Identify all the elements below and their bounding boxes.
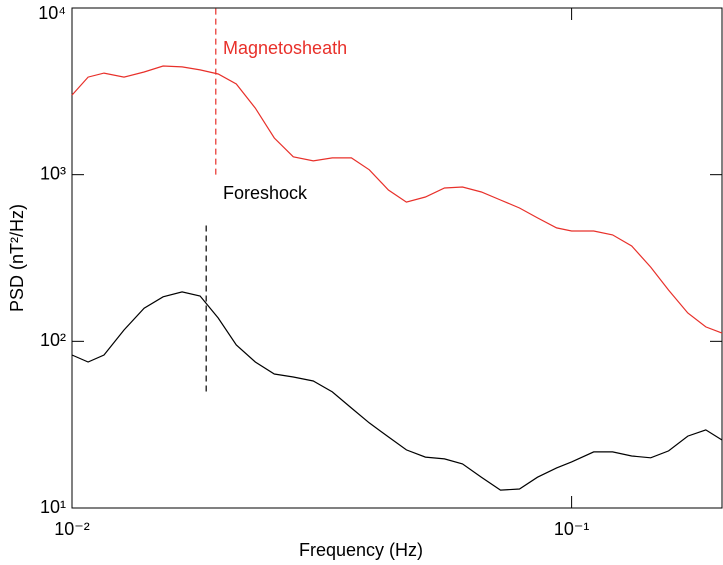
y-axis-label: PSD (nT²/Hz): [7, 204, 27, 312]
series-line: [71, 291, 723, 491]
series-line: [71, 65, 723, 334]
y-tick-label: 10²: [40, 330, 66, 350]
x-tick-label: 10⁻²: [54, 519, 90, 539]
y-tick-label: 10⁴: [38, 3, 66, 23]
y-tick-label: 10¹: [40, 497, 66, 517]
y-tick-label: 10³: [40, 163, 66, 183]
x-axis-label: Frequency (Hz): [299, 540, 423, 560]
series-label: Magnetosheath: [223, 38, 347, 58]
x-tick-label: 10⁻¹: [554, 519, 590, 539]
plot-frame: [71, 7, 723, 509]
series-label: Foreshock: [223, 183, 308, 203]
